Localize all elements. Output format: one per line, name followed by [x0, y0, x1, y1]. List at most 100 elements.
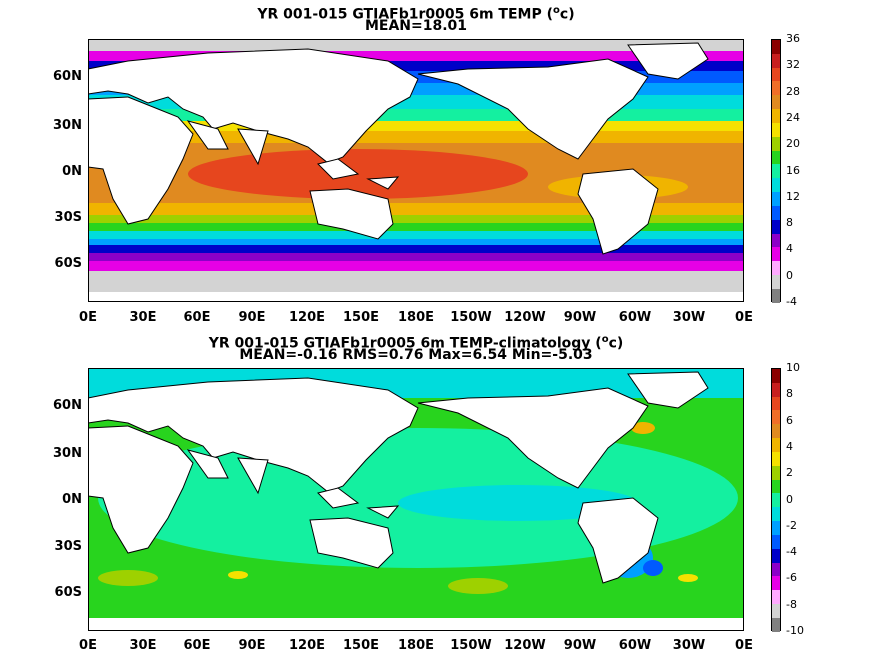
map2-lon-label: 180E: [397, 638, 435, 653]
colorbar-swatch: [772, 521, 780, 535]
colorbar-swatch: [772, 67, 780, 82]
colorbar-tick-label: 4: [786, 439, 793, 453]
colorbar-swatch: [772, 261, 780, 276]
map1-lat-label: 30N: [53, 118, 82, 133]
map1-lon-label: 90W: [563, 310, 597, 325]
map2-title: YR 001-015 GTIAFb1r0005 6m TEMP-climatol…: [208, 334, 624, 352]
colorbar-swatch: [772, 219, 780, 234]
colorbar-swatch: [772, 382, 780, 397]
colorbar-swatch: [772, 40, 780, 54]
colorbar-swatch: [772, 136, 780, 151]
colorbar-tick-label: 32: [786, 58, 800, 72]
colorbar-swatch: [772, 604, 780, 618]
colorbar-swatch: [772, 109, 780, 123]
colorbar-swatch: [772, 396, 780, 411]
colorbar-swatch: [772, 438, 780, 452]
colorbar-tick-label: -2: [786, 518, 797, 532]
colorbar-tick-label: -6: [786, 571, 797, 585]
colorbar-tick-label: 16: [786, 163, 800, 177]
colorbar-swatch: [772, 369, 780, 383]
colorbar-tick-label: 28: [786, 84, 800, 98]
colorbar-tick-label: 6: [786, 413, 793, 427]
colorbar-swatch: [772, 590, 780, 605]
colorbar-swatch: [772, 247, 780, 262]
map1-lon-label: 60W: [618, 310, 652, 325]
colorbar-tick-label: -8: [786, 597, 797, 611]
map2-lon-label: 150W: [450, 638, 492, 653]
map2-lat-label: 0N: [62, 492, 82, 507]
colorbar-swatch: [772, 548, 780, 563]
colorbar-tick-label: 10: [786, 361, 800, 374]
map2-lat-label: 60N: [53, 398, 82, 413]
colorbar-swatch: [772, 81, 780, 96]
map1-lon-label: 0E: [79, 310, 97, 325]
colorbar-swatch: [772, 617, 780, 632]
map1-colorbar: [771, 39, 781, 303]
colorbar-tick-label: 12: [786, 189, 800, 203]
map1-lat-label: 30S: [54, 210, 82, 225]
colorbar-swatch: [772, 178, 780, 193]
map1-subtitle: MEAN=18.01: [364, 18, 468, 34]
map1-lon-label: 150W: [450, 310, 492, 325]
colorbar-swatch: [772, 493, 780, 508]
colorbar-swatch: [772, 479, 780, 494]
map1-lon-label: 30W: [672, 310, 706, 325]
colorbar-tick-label: 4: [786, 242, 793, 256]
colorbar-swatch: [772, 576, 780, 591]
map2-anomaly-field: [88, 368, 744, 631]
colorbar-tick-label: 2: [786, 466, 793, 480]
colorbar-tick-label: -10: [786, 624, 804, 637]
colorbar-swatch: [772, 122, 780, 137]
colorbar-tick-label: 8: [786, 387, 793, 401]
colorbar-swatch: [772, 95, 780, 110]
colorbar-tick-label: 36: [786, 32, 800, 45]
colorbar-tick-label: 0: [786, 492, 793, 506]
map2-subtitle: MEAN=-0.16 RMS=0.76 Max=6.54 Min=-5.03: [239, 347, 593, 363]
colorbar-swatch: [772, 192, 780, 206]
colorbar-tick-label: 24: [786, 110, 800, 124]
map1-lon-label: 30E: [129, 310, 157, 325]
colorbar-swatch: [772, 288, 780, 303]
colorbar-tick-label: 8: [786, 216, 793, 230]
map2-lon-label: 120E: [288, 638, 326, 653]
map1-title: YR 001-015 GTIAFb1r0005 6m TEMP (oc): [257, 5, 575, 23]
map2-lon-label: 0E: [735, 638, 753, 653]
colorbar-tick-label: 20: [786, 137, 800, 151]
map1-lon-label: 120W: [504, 310, 546, 325]
map1-lat-label: 60N: [53, 69, 82, 84]
map1-lon-label: 60E: [183, 310, 211, 325]
colorbar-tick-label: -4: [786, 295, 797, 308]
map1-lat-label: 60S: [54, 256, 82, 271]
map2-lon-label: 150E: [342, 638, 380, 653]
colorbar-swatch: [772, 451, 780, 466]
map2-lon-label: 90W: [563, 638, 597, 653]
colorbar-swatch: [772, 53, 780, 68]
colorbar-swatch: [772, 275, 780, 289]
colorbar-tick-label: 0: [786, 268, 793, 282]
colorbar-tick-label: -4: [786, 545, 797, 559]
colorbar-swatch: [772, 410, 780, 425]
map2-lon-label: 30W: [672, 638, 706, 653]
map2-lon-label: 0E: [79, 638, 97, 653]
map2-lat-label: 30N: [53, 446, 82, 461]
colorbar-swatch: [772, 507, 780, 522]
map1-lon-label: 180E: [397, 310, 435, 325]
map1-temperature-field: [88, 39, 744, 302]
colorbar-swatch: [772, 465, 780, 480]
map2-lat-label: 30S: [54, 539, 82, 554]
map2-lon-label: 30E: [129, 638, 157, 653]
colorbar-swatch: [772, 164, 780, 179]
map2-lat-label: 60S: [54, 585, 82, 600]
map1-lat-label: 0N: [62, 164, 82, 179]
map1-lon-label: 120E: [288, 310, 326, 325]
map2-lon-label: 120W: [504, 638, 546, 653]
map2-lon-label: 60W: [618, 638, 652, 653]
map2-colorbar: [771, 368, 781, 632]
colorbar-swatch: [772, 150, 780, 165]
map1-lon-label: 150E: [342, 310, 380, 325]
colorbar-swatch: [772, 534, 780, 549]
colorbar-swatch: [772, 562, 780, 577]
map1-lon-label: 0E: [735, 310, 753, 325]
colorbar-swatch: [772, 424, 780, 439]
colorbar-swatch: [772, 205, 780, 220]
